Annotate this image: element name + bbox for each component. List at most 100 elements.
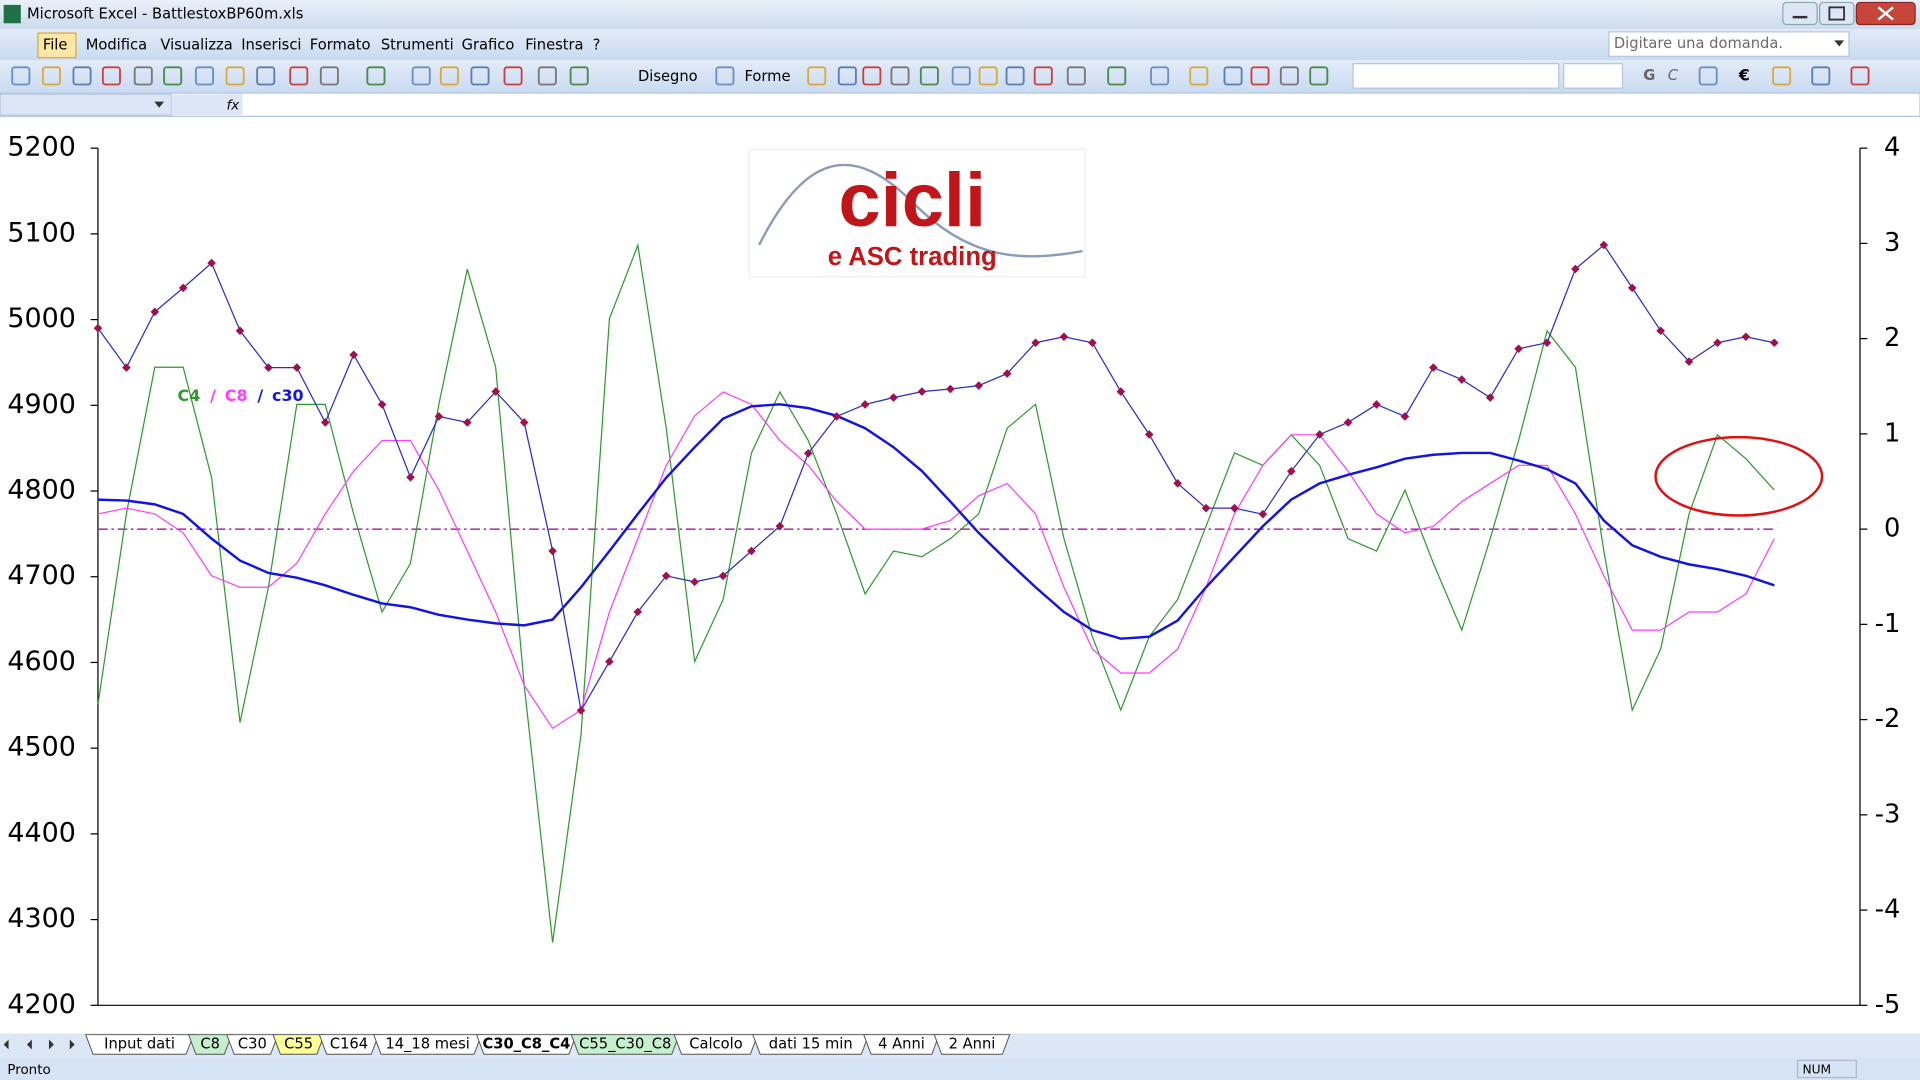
toolbar-icon[interactable] [1223,66,1243,86]
bold-button[interactable]: G [1643,67,1655,84]
toolbar-icon[interactable] [1250,66,1270,86]
sheet-tab-label[interactable]: 4 Anni [878,1035,925,1052]
sheet-tab[interactable] [272,1034,325,1055]
restore-button[interactable] [1818,1,1855,26]
menu-item[interactable]: Formato [310,36,371,53]
sheet-tab[interactable] [187,1034,233,1055]
highlight-ellipse [1654,435,1824,517]
sheet-tab[interactable] [373,1034,483,1055]
sheet-tab-label[interactable]: C164 [330,1035,368,1052]
y-tick-label: 5200 [7,132,76,163]
toolbar-icon[interactable] [41,66,61,86]
drawing-menu[interactable]: Disegno [638,68,698,85]
sheet-tab-label[interactable]: C30_C8_C4 [482,1035,570,1052]
sheet-tab-label[interactable]: dati 15 min [769,1035,853,1052]
sheet-tab[interactable] [933,1034,1011,1055]
toolbar-icon[interactable] [439,66,459,86]
close-icon [1877,6,1894,21]
toolbar-icon[interactable] [163,66,183,86]
size-box[interactable] [1563,63,1624,89]
euro-button[interactable]: € [1738,65,1750,84]
sheet-tab-label[interactable]: 14_18 mesi [385,1035,469,1052]
toolbar-icon[interactable] [289,66,309,86]
data-point [1713,338,1722,348]
toolbar-icon[interactable] [978,66,998,86]
fx-button[interactable]: fx [227,98,241,113]
toolbar-icon[interactable] [951,66,971,86]
sheet-tab[interactable] [752,1034,870,1055]
toolbar-icon[interactable] [366,66,386,86]
last-tab[interactable] [69,1039,75,1050]
toolbar-icon[interactable] [537,66,557,86]
sheet-tab-label[interactable]: Input dati [104,1035,175,1052]
toolbar-icon[interactable] [256,66,276,86]
font-box[interactable] [1352,63,1560,89]
menu-item[interactable]: File [43,36,68,53]
toolbar-icon[interactable] [319,66,339,86]
toolbar-icon[interactable] [919,66,939,86]
menu-item[interactable]: Strumenti [381,36,454,53]
name-box[interactable] [0,93,173,116]
toolbar-icon[interactable] [503,66,523,86]
toolbar-icon[interactable] [1189,66,1209,86]
sheet-tab[interactable] [85,1034,195,1055]
next-tab[interactable] [48,1039,54,1050]
toolbar-icon[interactable] [195,66,214,86]
toolbar-icon[interactable] [1811,66,1831,86]
sheet-tab-label[interactable]: Calcolo [689,1035,742,1052]
tab-navigation[interactable] [3,1039,75,1050]
name-box-arrow [154,101,165,108]
sheet-tab[interactable] [863,1034,940,1055]
shapes-menu[interactable]: Forme [744,68,790,85]
italic-button[interactable]: C [1668,67,1679,84]
toolbar-icon[interactable] [890,66,910,86]
sheet-tab[interactable] [570,1034,680,1055]
toolbar-icon[interactable] [569,66,589,86]
toolbar-icon[interactable] [225,66,245,86]
prev-tab[interactable] [26,1039,32,1050]
minimize-button[interactable] [1782,1,1818,26]
menu-item[interactable]: ? [593,36,601,53]
data-point [463,418,472,427]
menu-item[interactable]: Inserisci [241,36,301,53]
toolbar-icon[interactable] [1698,66,1718,86]
toolbar-icon[interactable] [133,66,153,86]
toolbar-icon[interactable] [715,66,735,86]
toolbar-icon[interactable] [411,66,431,86]
sheet-tab-label[interactable]: C55 [284,1035,313,1052]
toolbar-icon[interactable] [72,66,92,86]
first-tab[interactable] [3,1039,9,1050]
y2-tick-label: -4 [1875,895,1901,925]
sheet-tab-label[interactable]: C8 [200,1035,220,1052]
toolbar-icon[interactable] [807,66,827,86]
y2-tick-label: 1 [1884,418,1900,448]
toolbar-icon[interactable] [1279,66,1299,86]
toolbar-icon[interactable] [101,66,121,86]
menu-item[interactable]: Modifica [86,36,147,53]
sheet-tab[interactable] [475,1034,577,1055]
data-point [633,607,643,617]
toolbar-icon[interactable] [1005,66,1025,86]
toolbar-icon[interactable] [1066,66,1086,86]
sheet-tab-label[interactable]: 2 Anni [949,1035,996,1052]
menu-item[interactable]: Finestra [525,36,583,53]
toolbar-icon[interactable] [1107,66,1127,86]
menu-item[interactable]: Grafico [462,36,515,53]
toolbar-icon[interactable] [837,66,857,86]
sheet-tab[interactable] [226,1034,279,1055]
toolbar-icon[interactable] [1150,66,1170,86]
toolbar-icon[interactable] [1033,66,1053,86]
sheet-tab[interactable] [318,1034,380,1055]
toolbar-icon[interactable] [1309,66,1329,86]
toolbar-icon[interactable] [862,66,882,86]
sheet-tab-label[interactable]: C30 [238,1035,267,1052]
toolbar-icon[interactable] [1850,66,1870,86]
menu-item[interactable]: Visualizza [160,36,232,53]
toolbar-icon[interactable] [11,66,31,86]
toolbar-icon[interactable] [1772,66,1792,86]
question-box[interactable] [1608,31,1850,57]
toolbar-icon[interactable] [470,66,490,86]
dropdown-arrow [1834,40,1845,47]
sheet-tab-label[interactable]: C55_C30_C8 [579,1035,671,1052]
sheet-tab[interactable] [673,1034,759,1055]
